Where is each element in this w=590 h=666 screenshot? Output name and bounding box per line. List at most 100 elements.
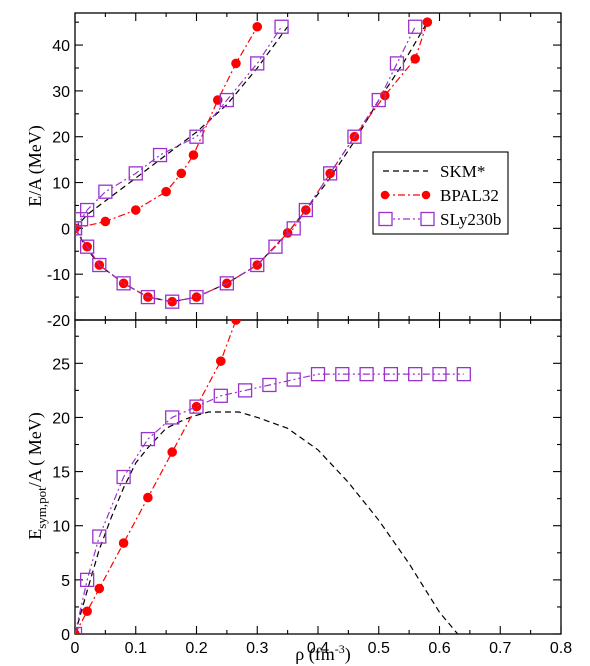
top-point-sly230b (286, 221, 301, 236)
top-y-tick-label: 10 (52, 176, 70, 193)
ylabel-rest: /A ( MeV) (25, 412, 46, 487)
top-series-line-sly230b (75, 26, 283, 229)
bottom-point-bpal32 (167, 447, 177, 457)
top-series-group (75, 17, 433, 309)
bottom-point-sly230b (116, 469, 131, 485)
top-point-sly230b (165, 294, 180, 309)
bottom-point-bpal32 (216, 356, 226, 366)
bottom-y-tick-label: 0 (61, 627, 70, 644)
bottom-series-line-sly230b (75, 373, 464, 634)
top-point-bpal32 (301, 205, 311, 215)
bottom-point-bpal32 (143, 492, 153, 503)
top-y-axis-label: E/A (MeV) (25, 125, 46, 206)
top-point-bpal32 (325, 168, 335, 179)
legend-label-bpal32: BPAL32 (440, 186, 499, 205)
legend-label-sly230b: SLy230b (440, 210, 501, 229)
top-point-bpal32 (176, 168, 187, 179)
top-point-sly230b (250, 257, 265, 273)
top-point-bpal32 (422, 17, 433, 27)
top-y-tick-label: -20 (47, 313, 70, 330)
legend-marker-sly230b (420, 211, 435, 227)
bottom-point-bpal32 (231, 320, 241, 325)
bottom-y-tick-label: 20 (52, 410, 70, 427)
top-point-bpal32 (252, 21, 263, 32)
top-point-sly230b (80, 239, 95, 254)
bottom-point-sly230b (286, 372, 301, 387)
top-point-bpal32 (100, 216, 111, 227)
bottom-point-sly230b (140, 431, 156, 447)
legend-marker-sly230b (378, 211, 393, 227)
bottom-y-tick-label: 15 (52, 465, 70, 482)
bottom-point-sly230b (237, 383, 253, 398)
bottom-x-tick-label: 0.2 (185, 640, 207, 657)
xlabel-close: ) (345, 644, 351, 665)
bottom-x-tick-label: 0 (71, 640, 80, 657)
ylabel-base: E (25, 529, 45, 540)
top-y-tick-label: 20 (52, 130, 70, 147)
bottom-x-tick-label: 0.4 (307, 640, 329, 657)
top-point-sly230b (140, 289, 156, 305)
legend-box (372, 151, 509, 235)
bottom-series-group (75, 320, 471, 634)
top-point-bpal32 (231, 58, 241, 69)
top-point-sly230b (389, 56, 405, 71)
bottom-point-sly230b (335, 366, 350, 382)
bottom-x-tick-label: 0.6 (428, 640, 450, 657)
top-series-line-bpal32 (75, 22, 428, 303)
x-axis-label: ρ (fm-3) (295, 642, 350, 665)
bottom-point-sly230b (262, 377, 277, 393)
top-point-sly230b (268, 239, 283, 254)
bottom-point-sly230b (359, 366, 374, 382)
top-point-bpal32 (161, 186, 171, 197)
bottom-y-tick-label: 10 (52, 519, 70, 536)
top-point-sly230b (98, 184, 113, 199)
top-series-line-sly230b (75, 26, 416, 303)
ylabel-subscript: sym,pot (34, 487, 49, 529)
top-point-bpal32 (167, 296, 177, 307)
top-point-sly230b (80, 202, 95, 218)
top-point-bpal32 (188, 150, 199, 160)
top-y-tick-label: -10 (47, 267, 70, 284)
top-point-sly230b (128, 166, 143, 181)
top-point-sly230b (298, 202, 314, 218)
top-point-sly230b (152, 147, 168, 163)
top-point-sly230b (116, 276, 131, 291)
bottom-point-sly230b (165, 410, 180, 425)
xlabel-base: ρ (fm (295, 644, 334, 665)
top-point-bpal32 (130, 205, 141, 215)
top-point-sly230b (347, 129, 362, 144)
bottom-point-sly230b (432, 366, 447, 382)
top-panel: -20 -10 0 10 20 30 40 SKM* BPAL32 SLy230b (47, 12, 562, 330)
bottom-point-bpal32 (191, 401, 202, 412)
bottom-point-sly230b (456, 366, 471, 382)
bottom-point-bpal32 (94, 583, 105, 594)
bottom-x-tick-label: 0.8 (550, 640, 572, 657)
top-point-sly230b (371, 92, 386, 108)
top-point-sly230b (189, 289, 204, 305)
bottom-x-tick-label: 0.5 (368, 640, 390, 657)
top-y-tick-label: 0 (61, 221, 70, 238)
legend: SKM* BPAL32 SLy230b (372, 151, 509, 235)
bottom-point-sly230b (189, 399, 204, 414)
bottom-x-tick-label: 0.3 (246, 640, 268, 657)
legend-label-skm: SKM* (440, 162, 485, 181)
top-point-sly230b (75, 221, 83, 236)
bottom-point-bpal32 (118, 538, 129, 548)
bottom-x-tick-label: 0.7 (489, 640, 511, 657)
top-point-sly230b (322, 166, 338, 181)
bottom-point-sly230b (213, 388, 228, 403)
bottom-point-sly230b (92, 529, 107, 544)
top-point-sly230b (274, 19, 289, 34)
bottom-series-line-skm (75, 411, 459, 634)
top-point-sly230b (92, 257, 107, 273)
bottom-y-tick-label: 25 (52, 356, 70, 373)
bottom-panel: 0 5 10 15 20 25 0 0.1 0.2 0.3 0.4 0.5 0.6 0.7 0.8 (52, 319, 572, 657)
bottom-point-sly230b (408, 366, 423, 382)
axis-titles: E/A (MeV) Esym,pot/A ( MeV) ρ (fm-3) (25, 125, 351, 665)
top-point-bpal32 (410, 54, 421, 64)
top-point-sly230b (219, 276, 235, 291)
bottom-y-axis-label: Esym,pot/A ( MeV) (25, 412, 49, 540)
bottom-point-bpal32 (82, 606, 92, 617)
top-point-sly230b (219, 92, 235, 108)
